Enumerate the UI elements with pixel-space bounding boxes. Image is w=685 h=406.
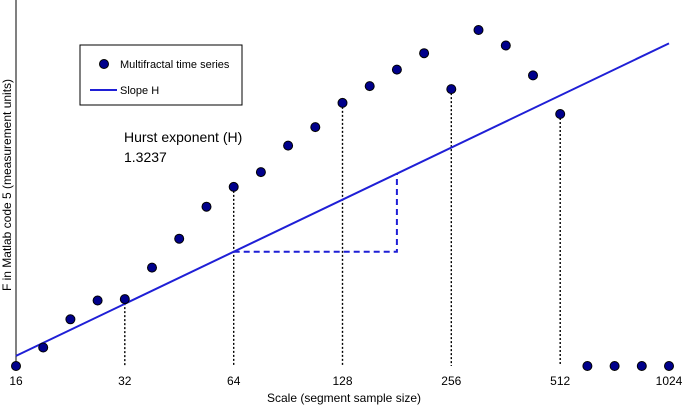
y-axis-label: F in Matlab code 5 (measurement units) (0, 79, 14, 291)
x-tick-label: 64 (227, 374, 241, 388)
data-point (119, 294, 130, 305)
x-tick-label: 128 (332, 374, 352, 388)
data-points (11, 25, 674, 371)
data-point (228, 181, 239, 192)
data-point (38, 342, 49, 353)
data-point (337, 97, 348, 108)
data-point (636, 361, 647, 371)
data-point (391, 64, 402, 75)
data-point (92, 295, 103, 306)
data-point (664, 361, 674, 371)
data-point (310, 122, 321, 133)
data-point (609, 361, 620, 371)
legend-marker-icon (99, 59, 109, 69)
data-point (364, 81, 375, 92)
data-point (500, 40, 511, 51)
x-axis-label: Scale (segment sample size) (267, 391, 421, 405)
slope-triangle-legs (233, 173, 398, 253)
data-point (555, 109, 566, 119)
data-point (446, 84, 457, 95)
hurst-title: Hurst exponent (H) (124, 129, 242, 145)
legend-box (79, 44, 243, 106)
x-ticks: 16 32 64 128 256 512 1024 (9, 374, 682, 388)
data-point (174, 233, 185, 244)
data-point (419, 48, 430, 59)
x-tick-label: 1024 (656, 374, 683, 388)
legend-entry-line: Slope H (120, 85, 159, 97)
data-point (11, 361, 21, 371)
vertical-dotted-lines (124, 89, 561, 366)
hurst-value: 1.3237 (124, 149, 167, 165)
x-tick-label: 32 (118, 374, 132, 388)
data-point (255, 167, 266, 178)
data-point (65, 314, 76, 325)
legend: Multifractal time series Slope H (79, 44, 243, 106)
x-tick-label: 512 (550, 374, 570, 388)
data-point (582, 361, 593, 371)
data-point (528, 70, 538, 81)
data-point (147, 262, 157, 273)
x-tick-label: 256 (441, 374, 461, 388)
legend-entry-scatter: Multifractal time series (120, 59, 230, 71)
x-tick-label: 16 (9, 374, 23, 388)
data-point (201, 201, 212, 212)
data-point (283, 140, 294, 151)
data-point (473, 25, 484, 35)
slope-triangle (233, 173, 398, 253)
